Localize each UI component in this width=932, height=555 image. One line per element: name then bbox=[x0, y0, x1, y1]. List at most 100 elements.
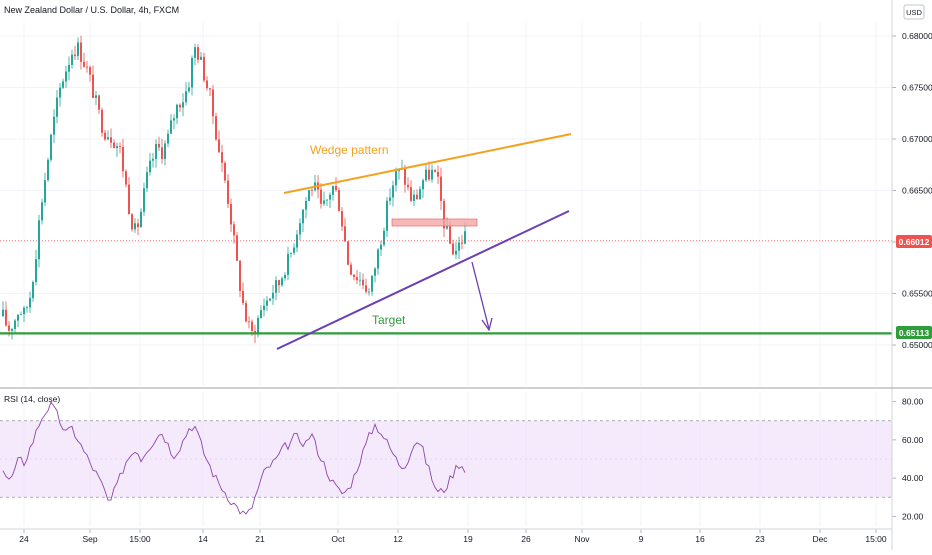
candle-body bbox=[404, 167, 406, 185]
candle-body bbox=[137, 223, 139, 228]
candle-body bbox=[152, 158, 154, 161]
candle-body bbox=[422, 180, 424, 190]
candle-body bbox=[311, 190, 313, 191]
candle-body bbox=[176, 104, 178, 119]
candle-body bbox=[80, 42, 82, 62]
y-tick-label: 0.66500 bbox=[902, 186, 932, 196]
candle-body bbox=[68, 64, 70, 72]
candle-body bbox=[110, 137, 112, 143]
candle-body bbox=[17, 314, 19, 321]
target-label[interactable]: Target bbox=[372, 313, 406, 327]
candle-body bbox=[449, 226, 451, 244]
candle-body bbox=[443, 200, 445, 229]
candle-body bbox=[65, 71, 67, 82]
candle-body bbox=[188, 87, 190, 92]
candle-body bbox=[425, 169, 427, 181]
candle-body bbox=[239, 260, 241, 291]
candle-body bbox=[365, 285, 367, 292]
projection-arrow-shaft[interactable] bbox=[471, 261, 490, 330]
x-tick-label: 16 bbox=[695, 534, 705, 544]
candle-body bbox=[350, 264, 352, 275]
candle-body bbox=[29, 298, 31, 308]
candle-body bbox=[290, 252, 292, 254]
candle-body bbox=[245, 303, 247, 322]
x-tick-label: 23 bbox=[755, 534, 765, 544]
wedge-upper-trendline[interactable] bbox=[283, 133, 572, 194]
current-price-tag bbox=[896, 235, 932, 248]
candle-body bbox=[92, 74, 94, 98]
candle-body bbox=[104, 132, 106, 140]
candlestick-series bbox=[2, 35, 466, 344]
candle-body bbox=[158, 143, 160, 148]
candle-body bbox=[227, 180, 229, 204]
symbol-title[interactable]: New Zealand Dollar / U.S. Dollar, 4h, FX… bbox=[4, 5, 179, 15]
candle-body bbox=[377, 249, 379, 269]
candle-body bbox=[299, 223, 301, 235]
candle-body bbox=[59, 87, 61, 98]
candle-body bbox=[191, 57, 193, 88]
resistance-zone[interactable] bbox=[391, 218, 478, 227]
candle-body bbox=[56, 97, 58, 117]
candle-body bbox=[113, 142, 115, 148]
candle-body bbox=[173, 118, 175, 121]
x-tick-label: 19 bbox=[463, 534, 473, 544]
candle-body bbox=[347, 241, 349, 265]
candle-body bbox=[2, 309, 4, 317]
rsi-tick-label: 20.00 bbox=[902, 511, 924, 521]
rsi-tick-label: 60.00 bbox=[902, 435, 924, 445]
x-tick-label: 15:00 bbox=[129, 534, 151, 544]
candle-body bbox=[209, 88, 211, 90]
candle-body bbox=[359, 279, 361, 281]
candle-body bbox=[161, 147, 163, 159]
candle-body bbox=[179, 104, 181, 108]
candle-body bbox=[101, 109, 103, 133]
candle-body bbox=[263, 305, 265, 311]
candle-body bbox=[269, 298, 271, 301]
candle-body bbox=[146, 172, 148, 189]
candle-body bbox=[143, 188, 145, 212]
candle-body bbox=[50, 134, 52, 160]
candle-body bbox=[224, 162, 226, 181]
y-tick-label: 0.68000 bbox=[902, 31, 932, 41]
candle-body bbox=[8, 325, 10, 331]
candle-body bbox=[53, 116, 55, 135]
candle-body bbox=[23, 307, 25, 315]
wedge-lower-trendline[interactable] bbox=[276, 210, 570, 350]
candle-body bbox=[332, 186, 334, 195]
candle-body bbox=[284, 274, 286, 279]
candle-body bbox=[170, 120, 172, 134]
candle-body bbox=[344, 226, 346, 242]
current-price-label: 0.66012 bbox=[899, 237, 930, 247]
currency-badge[interactable]: USD bbox=[906, 8, 922, 17]
projection-arrow-head bbox=[481, 317, 493, 332]
candle-body bbox=[374, 268, 376, 276]
target-price-label: 0.65113 bbox=[899, 328, 930, 338]
candle-body bbox=[293, 247, 295, 253]
candle-body bbox=[44, 180, 46, 203]
drawings-layer bbox=[0, 133, 892, 350]
rsi-tick-label: 80.00 bbox=[902, 397, 924, 407]
candle-body bbox=[380, 244, 382, 250]
candle-body bbox=[155, 143, 157, 159]
candle-body bbox=[278, 280, 280, 286]
candle-body bbox=[248, 321, 250, 323]
wedge-pattern-label[interactable]: Wedge pattern bbox=[310, 143, 389, 157]
candle-body bbox=[281, 278, 283, 286]
candle-body bbox=[428, 169, 430, 180]
candle-body bbox=[251, 321, 253, 331]
rsi-line bbox=[2, 401, 466, 515]
candle-body bbox=[140, 211, 142, 228]
currency-badge-box[interactable] bbox=[903, 4, 925, 20]
candle-body bbox=[437, 171, 439, 177]
candle-body bbox=[200, 56, 202, 60]
candle-body bbox=[440, 176, 442, 201]
x-tick-label: Oct bbox=[331, 534, 345, 544]
candle-body bbox=[116, 146, 118, 148]
candle-body bbox=[194, 47, 196, 58]
candle-body bbox=[257, 317, 259, 335]
x-tick-label: 9 bbox=[639, 534, 644, 544]
rsi-title[interactable]: RSI (14, close) bbox=[4, 394, 60, 404]
candle-body bbox=[356, 277, 358, 281]
candle-body bbox=[362, 279, 364, 286]
